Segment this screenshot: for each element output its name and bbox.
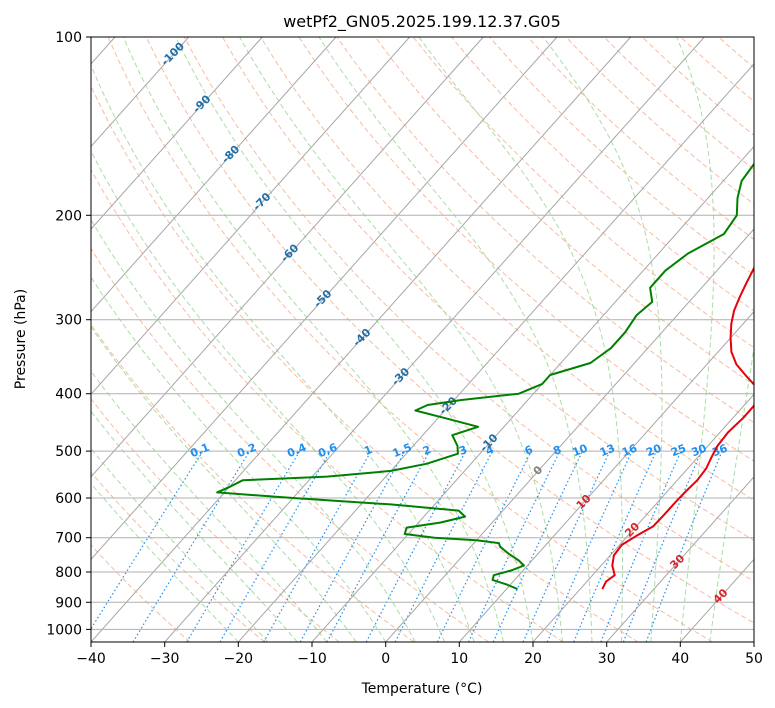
isotherm (311, 145, 754, 642)
moist-adiabats (91, 37, 754, 642)
mixing-ratio-line (622, 450, 702, 642)
y-tick-label: 300 (55, 313, 82, 329)
dewpoint-profile (216, 162, 754, 591)
temperature-profile (601, 266, 754, 590)
dry-adiabat (91, 85, 639, 642)
mixing-ratio-label: 30 (689, 441, 708, 459)
chart-title: wetPf2_GN05.2025.199.12.37.G05 (283, 12, 561, 32)
mixing-ratio-line (394, 450, 493, 642)
x-tick-label: −30 (150, 651, 180, 667)
x-tick-label: 20 (524, 651, 542, 667)
mixing-ratio-label: 36 (710, 441, 729, 459)
y-tick-label: 900 (55, 595, 82, 611)
profile-series (216, 162, 754, 591)
y-tick-label: 700 (55, 531, 82, 547)
isotherm (91, 37, 190, 148)
moist-adiabat (91, 447, 269, 642)
dry-adiabat (145, 37, 754, 624)
isotherm (91, 37, 263, 230)
x-tick-label: −40 (76, 651, 106, 667)
dry-adiabat (107, 37, 713, 642)
moist-adiabat (91, 410, 298, 642)
isotherm (606, 476, 754, 642)
dry-adiabat (91, 168, 564, 642)
isotherm (164, 37, 705, 642)
y-tick-label: 100 (55, 30, 82, 46)
x-tick-label: −20 (224, 651, 254, 667)
dry-adiabat (91, 247, 489, 642)
mixing-ratio-line (573, 450, 657, 642)
x-tick-label: 0 (381, 651, 390, 667)
dry-adiabat (260, 37, 754, 501)
mixing-ratio-line (546, 450, 633, 642)
mixing-ratio-line (600, 450, 682, 642)
dry-adiabat (336, 37, 754, 424)
moist-adiabat (542, 37, 663, 642)
dry-adiabat (91, 471, 265, 642)
moist-adiabat (91, 64, 475, 642)
y-tick-label: 1000 (46, 622, 82, 638)
moist-adiabat (91, 326, 357, 642)
y-tick-label: 400 (55, 387, 82, 403)
dry-adiabat (298, 37, 754, 462)
x-tick-label: 30 (598, 651, 616, 667)
mixing-ratio-line (299, 450, 406, 642)
mixing-ratio-line (522, 450, 611, 642)
moist-adiabat (709, 344, 754, 642)
mixing-ratio-line (645, 450, 723, 642)
mixing-ratio-label: 13 (598, 442, 617, 460)
mixing-ratio-label: 20 (644, 441, 663, 459)
y-axis-ticks: 100 200 300 400 500 600 700 800 900 1000 (46, 30, 91, 638)
x-axis-label: Temperature (°C) (361, 681, 483, 697)
isotherm (91, 37, 632, 642)
isotherm (385, 228, 754, 642)
moist-adiabat (239, 37, 563, 642)
mixing-ratio-line (263, 450, 372, 642)
isotherm (91, 37, 558, 561)
mixing-ratio-label: 8 (551, 443, 563, 458)
y-tick-label: 200 (55, 208, 82, 224)
moist-adiabat (91, 276, 387, 642)
moist-adiabat (418, 37, 623, 642)
y-axis-label: Pressure (hPa) (13, 289, 29, 389)
moist-adiabat (318, 37, 593, 642)
isotherm (237, 63, 754, 642)
mixing-ratio-label: 2 (421, 443, 433, 458)
dry-adiabat (183, 37, 754, 582)
x-tick-label: 40 (671, 651, 689, 667)
mixing-ratio-label: 16 (620, 441, 639, 459)
plot-frame (90, 36, 755, 643)
isotherm (91, 37, 337, 313)
mixing-ratio-line (91, 450, 204, 630)
moist-adiabat (122, 37, 504, 642)
plot-area: 0.1 0.2 0.4 0.6 1 1.5 2 3 4 6 8 10 13 16 20 25 30 36-100-… (91, 37, 754, 642)
mixing-ratio-line (326, 450, 431, 642)
moist-adiabat (175, 37, 534, 642)
isotherms (91, 37, 754, 642)
mixing-ratio-label: 3 (457, 443, 469, 458)
y-tick-label: 800 (55, 565, 82, 581)
isotherm (532, 393, 754, 642)
pressure-gridlines (91, 37, 754, 630)
moist-adiabat (676, 37, 715, 642)
mixing-ratio-line (436, 450, 532, 642)
moist-adiabat (91, 370, 328, 642)
x-tick-label: −10 (297, 651, 327, 667)
y-tick-label: 500 (55, 444, 82, 460)
y-tick-label: 600 (55, 491, 82, 507)
mixing-ratio-label: 1 (362, 443, 374, 458)
x-tick-label: 10 (450, 651, 468, 667)
mixing-ratio-label: 25 (669, 442, 688, 460)
moist-adiabat (91, 482, 239, 642)
isotherm (458, 310, 754, 642)
x-axis-ticks: −40 −30 −20 −10 0 10 20 30 40 50 (76, 642, 763, 667)
dry-adiabat (374, 37, 754, 386)
dry-adiabat (222, 37, 754, 541)
isotherm (91, 37, 411, 396)
isotherm (91, 37, 484, 478)
x-tick-label: 50 (745, 651, 763, 667)
dry-adiabat (451, 37, 754, 312)
mixing-ratio-label: 10 (570, 441, 589, 459)
